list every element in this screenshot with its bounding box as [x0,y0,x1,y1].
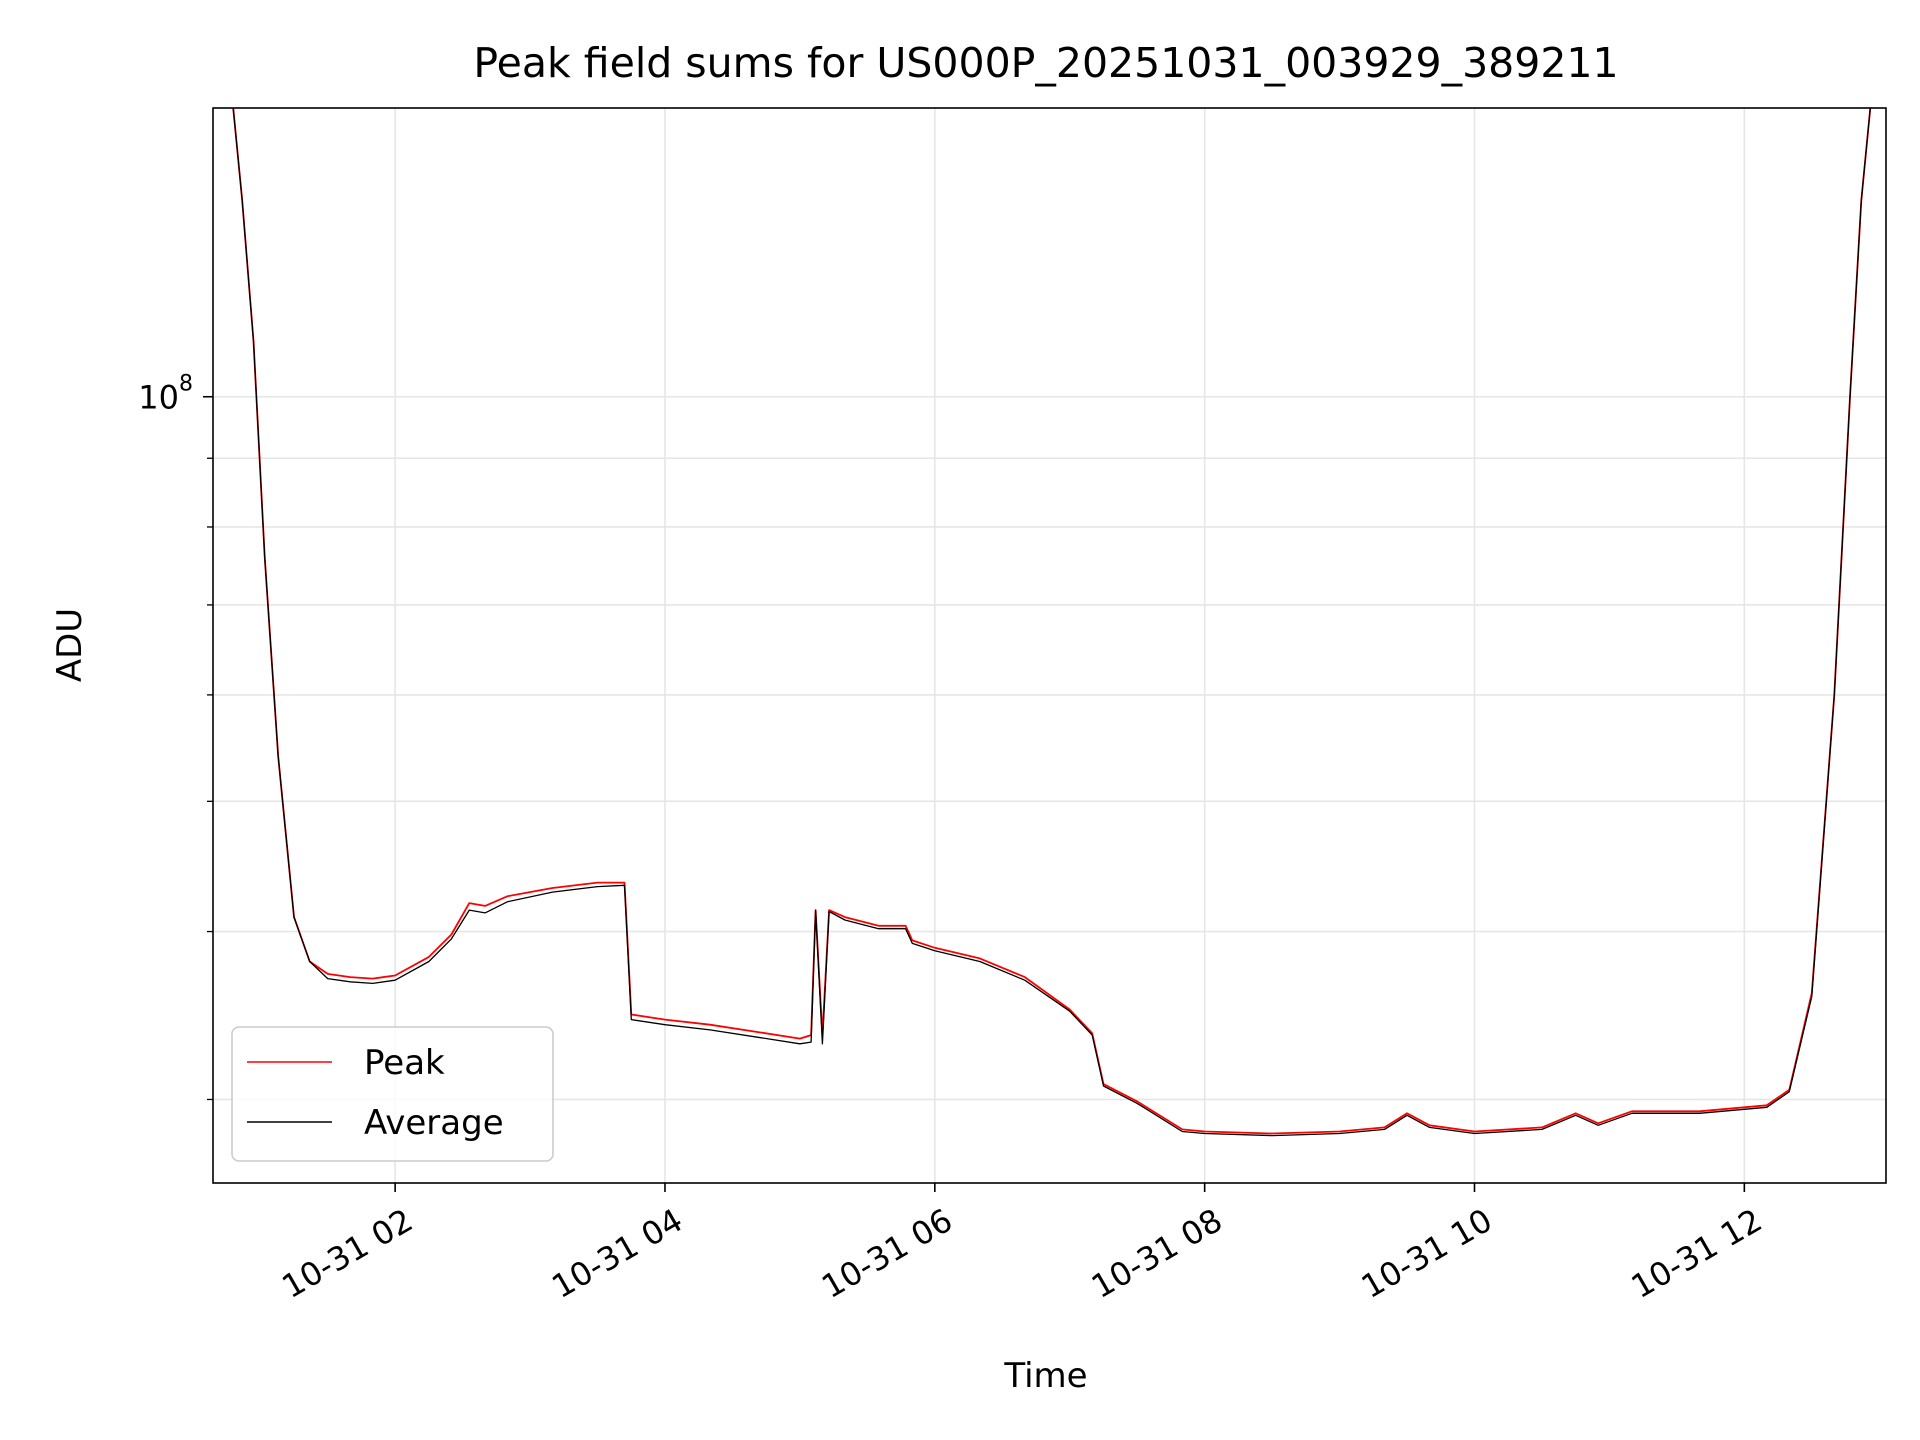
legend-label-average: Average [364,1103,504,1143]
y-ticks: 10 8 [138,372,213,1101]
y-tick-base: 10 [138,379,179,417]
x-ticks: 10-31 02 10-31 04 10-31 06 10-31 08 10-31 10… [276,1183,1769,1306]
x-tick-label: 10-31 12 [1625,1201,1769,1306]
x-tick-label: 10-31 10 [1355,1201,1499,1306]
legend: Peak Average [231,1026,554,1162]
x-tick-label: 10-31 04 [545,1201,689,1306]
legend-label-peak: Peak [364,1043,445,1083]
chart-title: Peak field sums for US000P_20251031_0039… [473,39,1618,87]
series-line-peak [232,108,1872,1135]
y-axis-label: ADU [50,608,90,682]
series-group [232,108,1872,1137]
series-line-average [232,108,1871,1137]
grid-lines [213,108,1886,1183]
legend-box [231,1026,554,1162]
x-axis-label: Time [1003,1356,1087,1396]
y-tick-label: 10 [138,379,179,417]
x-tick-label: 10-31 02 [276,1201,420,1306]
y-tick-exponent: 8 [179,372,193,397]
plot-frame [212,107,1887,1184]
x-tick-label: 10-31 08 [1085,1201,1229,1306]
x-tick-label: 10-31 06 [815,1201,959,1306]
